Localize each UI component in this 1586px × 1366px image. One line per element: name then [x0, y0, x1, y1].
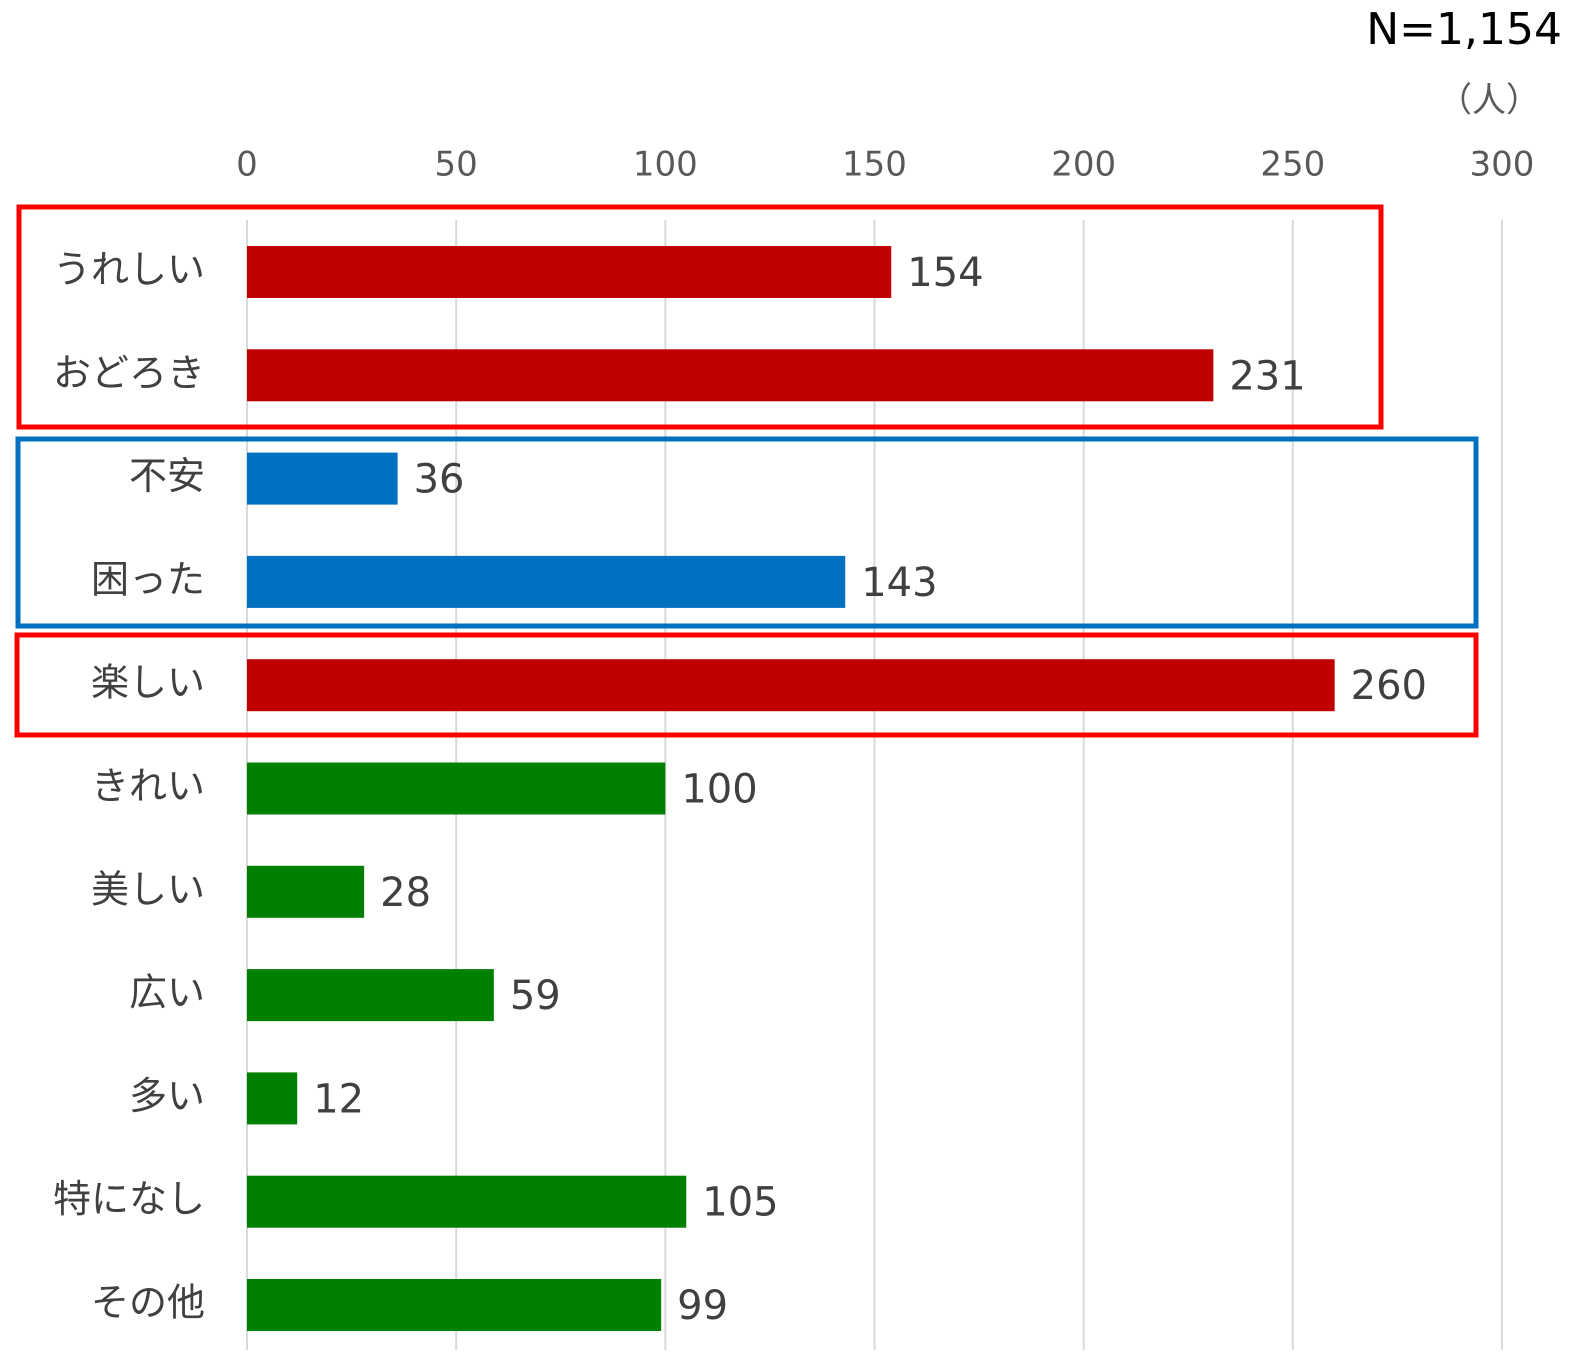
bar [247, 452, 398, 505]
bar [247, 865, 365, 918]
value-label: 231 [1229, 353, 1305, 399]
bar [247, 1279, 662, 1331]
y-tick-label: きれい [91, 764, 205, 808]
bar [247, 349, 1214, 402]
bar [247, 246, 892, 298]
bar [247, 1072, 298, 1125]
sample-size: N=1,154 [1366, 4, 1562, 55]
x-tick-label: 150 [842, 145, 907, 185]
x-tick-label: 200 [1051, 145, 1116, 185]
x-tick-label: 0 [236, 145, 258, 185]
y-tick-label: 広い [129, 971, 205, 1015]
y-tick-label: 不安 [129, 454, 205, 498]
y-tick-label: 美しい [91, 867, 205, 911]
x-tick-label: 250 [1260, 145, 1325, 185]
y-tick-label: おどろき [53, 351, 205, 395]
bar [247, 555, 846, 608]
value-label: 28 [380, 870, 431, 916]
bar [247, 969, 494, 1022]
unit-label: （人） [1438, 81, 1540, 121]
bar [247, 1175, 687, 1228]
x-tick-label: 300 [1470, 145, 1535, 185]
group-box [14, 632, 1479, 738]
value-label: 143 [861, 560, 937, 606]
y-tick-label: 多い [129, 1074, 205, 1118]
x-tick-label: 50 [435, 145, 478, 185]
value-label: 105 [702, 1180, 778, 1226]
y-tick-label: 楽しい [91, 661, 205, 705]
value-label: 59 [510, 973, 561, 1019]
value-label: 12 [313, 1076, 364, 1122]
bar [247, 762, 666, 815]
y-tick-label: その他 [91, 1281, 205, 1325]
y-tick-label: 困った [91, 557, 205, 601]
value-label: 99 [677, 1283, 728, 1329]
y-tick-label: 特になし [53, 1177, 205, 1221]
value-label: 36 [414, 457, 465, 503]
value-label: 260 [1351, 663, 1427, 709]
bar [247, 659, 1335, 712]
value-label: 100 [681, 767, 757, 813]
x-tick-label: 100 [633, 145, 698, 185]
y-tick-label: うれしい [53, 248, 205, 292]
group-box [16, 204, 1384, 430]
value-label: 154 [907, 250, 983, 296]
group-box [15, 436, 1479, 629]
